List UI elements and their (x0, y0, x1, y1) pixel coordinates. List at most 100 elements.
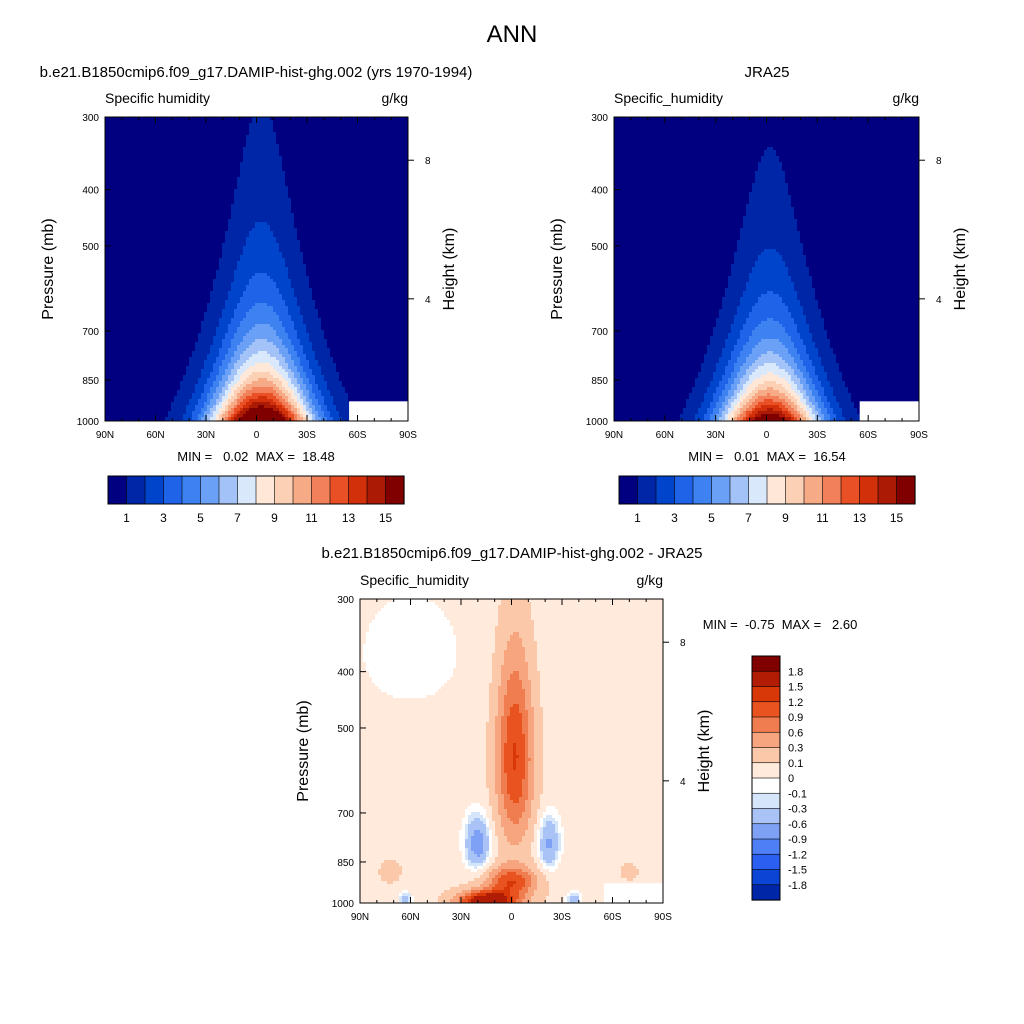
panel-model-ytick-label: 300 (82, 113, 99, 124)
colorbar-diff-label: -1.2 (788, 849, 807, 861)
panel-obs-y2label: Height (km) (952, 228, 969, 311)
panel-diff-contour-fill (360, 599, 664, 904)
colorbar-diff-swatch (751, 777, 781, 794)
panel-diff-ytick-label: 850 (337, 858, 354, 869)
colorbar-model-border (107, 475, 405, 505)
panel-obs-xtick-label: 30N (706, 430, 724, 441)
panel-diff-plot: 90N 60N 30N 0 30S 60S 90S 300 400 500 700 850 1000 8 4… (295, 595, 713, 923)
panel-obs-ytick-label: 300 (591, 113, 608, 124)
panel-model-variable-label: Specific humidity (105, 90, 210, 106)
panel-obs-units-label: g/kg (893, 90, 919, 106)
colorbar-diff-swatch (751, 731, 781, 749)
colorbar-obs-border (618, 475, 916, 505)
panel-model-xtick-label: 30S (298, 430, 316, 441)
colorbar-diff-swatch (751, 884, 781, 901)
colorbar-diff-swatch (751, 716, 781, 733)
colorbar-diff-label: -1.5 (788, 865, 807, 877)
colorbar-obs-label: 13 (853, 511, 867, 525)
panel-model-ytick-label: 850 (82, 376, 99, 387)
panel-model: b.e21.B1850cmip6.f09_g17.DAMIP-hist-ghg.… (40, 64, 473, 525)
colorbar-diff-label: 0.3 (788, 743, 803, 755)
colorbar-obs-swatch (618, 475, 639, 505)
panel-diff-ytick-label: 300 (337, 595, 354, 606)
panel-obs-ytick-label: 850 (591, 376, 608, 387)
colorbar-diff-label: -1.8 (788, 880, 807, 892)
panel-diff-ytick-label: 1000 (332, 899, 355, 910)
colorbar-obs-swatch (803, 475, 824, 505)
panel-diff-colorbar: 1.8 1.5 1.2 0.9 0.6 0.3 0.1 0 -0.1 -0.3 -0.6 -0.9 -1… (751, 655, 807, 901)
panel-diff-xtick-label: 90S (654, 912, 672, 923)
panel-obs-ylabel: Pressure (mb) (549, 218, 566, 319)
panel-diff-variable-label: Specific_humidity (360, 572, 469, 588)
colorbar-obs-swatch (859, 475, 879, 505)
colorbar-diff-border (751, 655, 781, 901)
colorbar-obs-swatch (674, 475, 694, 505)
panel-diff-xtick-label: 30N (452, 912, 470, 923)
panel-diff-y2tick-label: 8 (680, 638, 686, 649)
colorbar-diff-label: 0 (788, 773, 794, 785)
colorbar-diff-label: 0.9 (788, 712, 803, 724)
colorbar-diff-label: 1.2 (788, 697, 803, 709)
colorbar-model-label: 15 (379, 511, 393, 525)
panel-model-ylabel: Pressure (mb) (40, 218, 57, 319)
colorbar-obs-swatch (822, 475, 842, 505)
colorbar-diff-swatch (751, 686, 781, 703)
colorbar-model-swatch (255, 475, 276, 505)
panel-obs-ytick-label: 500 (591, 242, 608, 253)
colorbar-obs-swatch (729, 475, 750, 505)
colorbar-diff-label: -0.3 (788, 804, 807, 816)
colorbar-model-label: 9 (271, 511, 278, 525)
panel-model-xtick-label: 90S (399, 430, 417, 441)
panel-diff-y2tick-label: 4 (680, 777, 686, 788)
panel-diff-ytick-label: 500 (337, 724, 354, 735)
colorbar-diff-label: 1.8 (788, 666, 803, 678)
colorbar-obs-swatch (655, 475, 676, 505)
colorbar-model-label: 7 (234, 511, 241, 525)
panel-model-units-label: g/kg (382, 90, 408, 106)
panel-diff-title: b.e21.B1850cmip6.f09_g17.DAMIP-hist-ghg.… (321, 545, 702, 562)
panel-model-colorbar: 1 3 5 7 9 11 13 15 (107, 475, 405, 525)
colorbar-diff-swatch (751, 762, 781, 779)
colorbar-model-label: 13 (342, 511, 356, 525)
colorbar-diff-swatch (751, 792, 781, 810)
panel-diff-stats: MIN = -0.75 MAX = 2.60 (703, 617, 858, 632)
panel-diff-ylabel: Pressure (mb) (295, 700, 312, 801)
panel-obs-xtick-label: 60S (859, 430, 877, 441)
colorbar-obs-swatch (637, 475, 657, 505)
panel-obs-xtick-label: 60N (656, 430, 674, 441)
colorbar-model-swatch (107, 475, 128, 505)
colorbar-diff-swatch (751, 853, 781, 871)
colorbar-diff-swatch (751, 838, 781, 855)
panel-obs-ytick-label: 700 (591, 327, 608, 338)
colorbar-model-swatch (237, 475, 257, 505)
panel-model-ytick-label: 400 (82, 186, 99, 197)
panel-diff-ytick-label: 400 (337, 668, 354, 679)
panel-obs-variable-label: Specific_humidity (614, 90, 723, 106)
panel-obs-xtick-label: 30S (808, 430, 826, 441)
panel-model-xtick-label: 60N (146, 430, 164, 441)
panel-obs-ytick-label: 1000 (586, 417, 609, 428)
colorbar-model-swatch (348, 475, 368, 505)
colorbar-obs-label: 9 (782, 511, 789, 525)
panel-diff-xtick-label: 60S (604, 912, 622, 923)
colorbar-model-label: 5 (197, 511, 204, 525)
panel-model-ytick-label: 500 (82, 242, 99, 253)
panel-model-y2tick-label: 4 (425, 295, 431, 306)
colorbar-model-swatch (144, 475, 165, 505)
panel-obs-colorbar: 1 3 5 7 9 11 13 15 (618, 475, 916, 525)
colorbar-diff-swatch (751, 747, 781, 764)
panel-model-ytick-label: 1000 (77, 417, 100, 428)
colorbar-model-label: 1 (123, 511, 130, 525)
colorbar-obs-label: 3 (671, 511, 678, 525)
panel-diff-xtick-label: 0 (509, 912, 515, 923)
colorbar-diff-label: 0.1 (788, 758, 803, 770)
colorbar-model-label: 3 (160, 511, 167, 525)
main-title: ANN (487, 21, 538, 48)
panel-model-ytick-label: 700 (82, 327, 99, 338)
panel-model-xtick-label: 0 (254, 430, 260, 441)
colorbar-diff-label: 1.5 (788, 682, 803, 694)
panel-diff-ytick-label: 700 (337, 809, 354, 820)
panel-model-y2tick-label: 8 (425, 156, 431, 167)
panel-model-plot: 90N 60N 30N 0 30S 60S 90S 300 400 500 700 850 1000 8 4… (40, 113, 458, 441)
panel-model-missing-region (349, 401, 408, 422)
